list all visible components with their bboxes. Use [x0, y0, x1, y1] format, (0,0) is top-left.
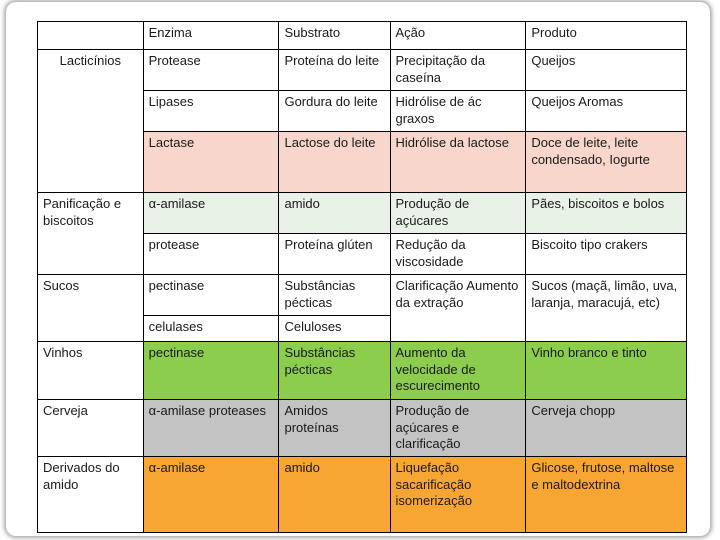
sector-vinhos: Vinhos — [37, 341, 144, 400]
cell-enzima: α-amilase proteases — [142, 399, 280, 457]
cell-enzima: Protease — [142, 49, 280, 91]
cell-enzima: pectinase — [142, 341, 280, 400]
cell-acao: Hidrólise de ác graxos — [389, 90, 527, 132]
cell-produto: Cerveja chopp — [525, 399, 687, 457]
header-empty-cell — [37, 21, 144, 50]
cell-produto: Glicose, frutose, maltose e maltodextrin… — [525, 456, 687, 533]
cell-substrato: amido — [278, 192, 391, 234]
cell-enzima: Lipases — [142, 90, 280, 132]
cell-substrato: amido — [278, 456, 391, 533]
header-substrato: Substrato — [278, 21, 391, 50]
cell-acao: Produção de açúcares e clarificação — [389, 399, 527, 457]
cell-substrato: Proteína glúten — [278, 233, 391, 275]
cell-produto: Vinho branco e tinto — [525, 341, 687, 400]
cell-substrato: Substâncias pécticas — [278, 341, 391, 400]
cell-acao: Hidrólise da lactose — [389, 131, 527, 193]
cell-enzima: α-amilase — [142, 192, 280, 234]
cell-enzima: protease — [142, 233, 280, 275]
cell-produto: Pães, biscoitos e bolos — [525, 192, 687, 234]
sector-panificacao: Panificação e biscoitos — [37, 192, 144, 275]
cell-acao: Aumento da velocidade de escurecimento — [389, 341, 527, 400]
cell-acao: Redução da viscosidade — [389, 233, 527, 275]
cell-acao: Produção de açúcares — [389, 192, 527, 234]
table-row: Derivados do amido α-amilase amido Lique… — [37, 456, 687, 533]
table-row: Panificação e biscoitos α-amilase amido … — [37, 192, 687, 275]
sector-amido: Derivados do amido — [37, 456, 144, 533]
header-enzima: Enzima — [142, 21, 280, 50]
table-row: Lactase Lactose do leite Hidrólise da la… — [38, 131, 687, 193]
table-row: Vinhos pectinase Substâncias pécticas Au… — [37, 341, 687, 400]
sector-cerveja: Cerveja — [37, 399, 144, 457]
cell-enzima: celulases — [142, 315, 280, 342]
header-row: Enzima Substrato Ação Produto — [37, 21, 687, 50]
cell-acao: Precipitação da caseína — [389, 49, 527, 91]
cell-enzima: Lactase — [142, 131, 280, 193]
cell-substrato: Lactose do leite — [278, 131, 391, 193]
cell-enzima: pectinase — [142, 274, 280, 316]
cell-produto: Queijos — [525, 49, 687, 91]
cell-substrato: Gordura do leite — [278, 90, 391, 132]
cell-produto: Queijos Aromas — [525, 90, 687, 132]
cell-substrato: Celuloses — [278, 315, 391, 342]
table-row: Cerveja α-amilase proteases Amidos prote… — [37, 399, 687, 457]
cell-substrato: Proteína do leite — [278, 49, 391, 91]
cell-acao: Liquefação sacarificação isomerização — [389, 456, 527, 533]
header-produto: Produto — [525, 21, 687, 50]
cell-substrato: Substâncias pécticas — [278, 274, 391, 316]
enzyme-applications-table: Enzima Substrato Ação Produto Lacticínio… — [37, 21, 687, 533]
table-row: protease Proteína glúten Redução da visc… — [38, 233, 687, 275]
cell-produto: Sucos (maçã, limão, uva, laranja, maracu… — [525, 274, 687, 342]
cell-acao: Clarificação Aumento da extração — [389, 274, 527, 342]
table-row: celulases Celuloses — [38, 315, 687, 342]
cell-produto: Biscoito tipo crakers — [525, 233, 687, 275]
table-row: Sucos pectinase Substâncias pécticas Cla… — [37, 274, 687, 342]
cell-substrato: Amidos proteínas — [278, 399, 391, 457]
table-row: Lacticínios Protease Proteína do leite P… — [37, 49, 687, 193]
sector-laticinios: Lacticínios — [37, 49, 144, 193]
cell-produto: Doce de leite, leite condensado, Iogurte — [525, 131, 687, 193]
cell-enzima: α-amilase — [142, 456, 280, 533]
sector-sucos: Sucos — [37, 274, 144, 342]
header-acao: Ação — [389, 21, 527, 50]
table-row: Lipases Gordura do leite Hidrólise de ác… — [38, 90, 687, 132]
